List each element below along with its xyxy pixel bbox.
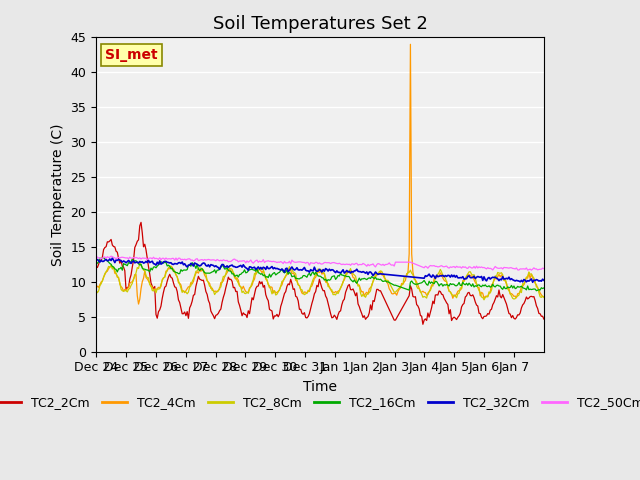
TC2_32Cm xyxy=(227,263,235,268)
TC2_8Cm xyxy=(540,295,548,300)
TC2_16Cm xyxy=(227,268,235,274)
TC2_32Cm xyxy=(250,265,257,271)
TC2_2Cm xyxy=(289,287,297,292)
TC2_16Cm xyxy=(540,285,548,291)
Line: TC2_50Cm: TC2_50Cm xyxy=(96,256,544,270)
TC2_32Cm xyxy=(109,255,116,261)
Line: TC2_2Cm: TC2_2Cm xyxy=(96,222,544,324)
TC2_4Cm xyxy=(148,284,156,290)
TC2_50Cm xyxy=(147,255,155,261)
TC2_32Cm xyxy=(148,258,156,264)
TC2_32Cm xyxy=(540,277,548,283)
TC2_4Cm xyxy=(242,289,250,295)
TC2_8Cm xyxy=(136,260,143,265)
TC2_2Cm xyxy=(540,316,548,322)
TC2_50Cm xyxy=(515,267,523,273)
TC2_8Cm xyxy=(92,288,100,293)
TC2_4Cm xyxy=(289,270,297,276)
TC2_50Cm xyxy=(288,257,296,263)
TC2_50Cm xyxy=(527,267,535,273)
TC2_2Cm xyxy=(92,264,100,270)
TC2_32Cm xyxy=(242,265,250,271)
TC2_32Cm xyxy=(92,257,100,263)
TC2_50Cm xyxy=(226,259,234,264)
TC2_4Cm xyxy=(227,268,235,274)
TC2_2Cm xyxy=(518,305,525,311)
TC2_4Cm xyxy=(406,41,414,47)
Y-axis label: Soil Temperature (C): Soil Temperature (C) xyxy=(51,123,65,266)
TC2_8Cm xyxy=(242,291,250,297)
TC2_8Cm xyxy=(148,288,156,293)
TC2_16Cm xyxy=(242,270,250,276)
Title: Soil Temperatures Set 2: Soil Temperatures Set 2 xyxy=(212,15,428,33)
TC2_16Cm xyxy=(516,284,524,290)
Line: TC2_8Cm: TC2_8Cm xyxy=(96,263,544,300)
TC2_4Cm xyxy=(518,284,525,289)
TC2_4Cm xyxy=(134,301,142,307)
Line: TC2_32Cm: TC2_32Cm xyxy=(96,258,544,282)
TC2_8Cm xyxy=(250,277,257,283)
TC2_50Cm xyxy=(241,258,248,264)
TC2_2Cm xyxy=(148,283,156,289)
TC2_2Cm xyxy=(137,219,145,225)
Line: TC2_4Cm: TC2_4Cm xyxy=(96,44,544,304)
TC2_16Cm xyxy=(148,267,156,273)
TC2_2Cm xyxy=(250,297,257,302)
TC2_2Cm xyxy=(419,322,427,327)
TC2_50Cm xyxy=(92,253,100,259)
TC2_16Cm xyxy=(289,274,297,279)
TC2_2Cm xyxy=(242,312,250,317)
TC2_4Cm xyxy=(540,294,548,300)
TC2_16Cm xyxy=(532,288,540,294)
TC2_2Cm xyxy=(227,276,235,282)
TC2_16Cm xyxy=(92,262,100,267)
Text: SI_met: SI_met xyxy=(105,48,157,62)
TC2_8Cm xyxy=(518,290,525,296)
TC2_32Cm xyxy=(516,279,524,285)
TC2_4Cm xyxy=(92,285,100,291)
TC2_32Cm xyxy=(289,266,297,272)
TC2_32Cm xyxy=(529,279,536,285)
TC2_50Cm xyxy=(248,259,256,265)
TC2_8Cm xyxy=(289,269,297,275)
TC2_8Cm xyxy=(227,266,235,272)
Line: TC2_16Cm: TC2_16Cm xyxy=(96,258,544,291)
TC2_8Cm xyxy=(480,297,488,303)
Legend: TC2_2Cm, TC2_4Cm, TC2_8Cm, TC2_16Cm, TC2_32Cm, TC2_50Cm: TC2_2Cm, TC2_4Cm, TC2_8Cm, TC2_16Cm, TC2… xyxy=(0,391,640,414)
TC2_4Cm xyxy=(250,278,257,284)
TC2_50Cm xyxy=(540,266,548,272)
TC2_16Cm xyxy=(250,267,257,273)
TC2_16Cm xyxy=(100,255,108,261)
X-axis label: Time: Time xyxy=(303,380,337,394)
